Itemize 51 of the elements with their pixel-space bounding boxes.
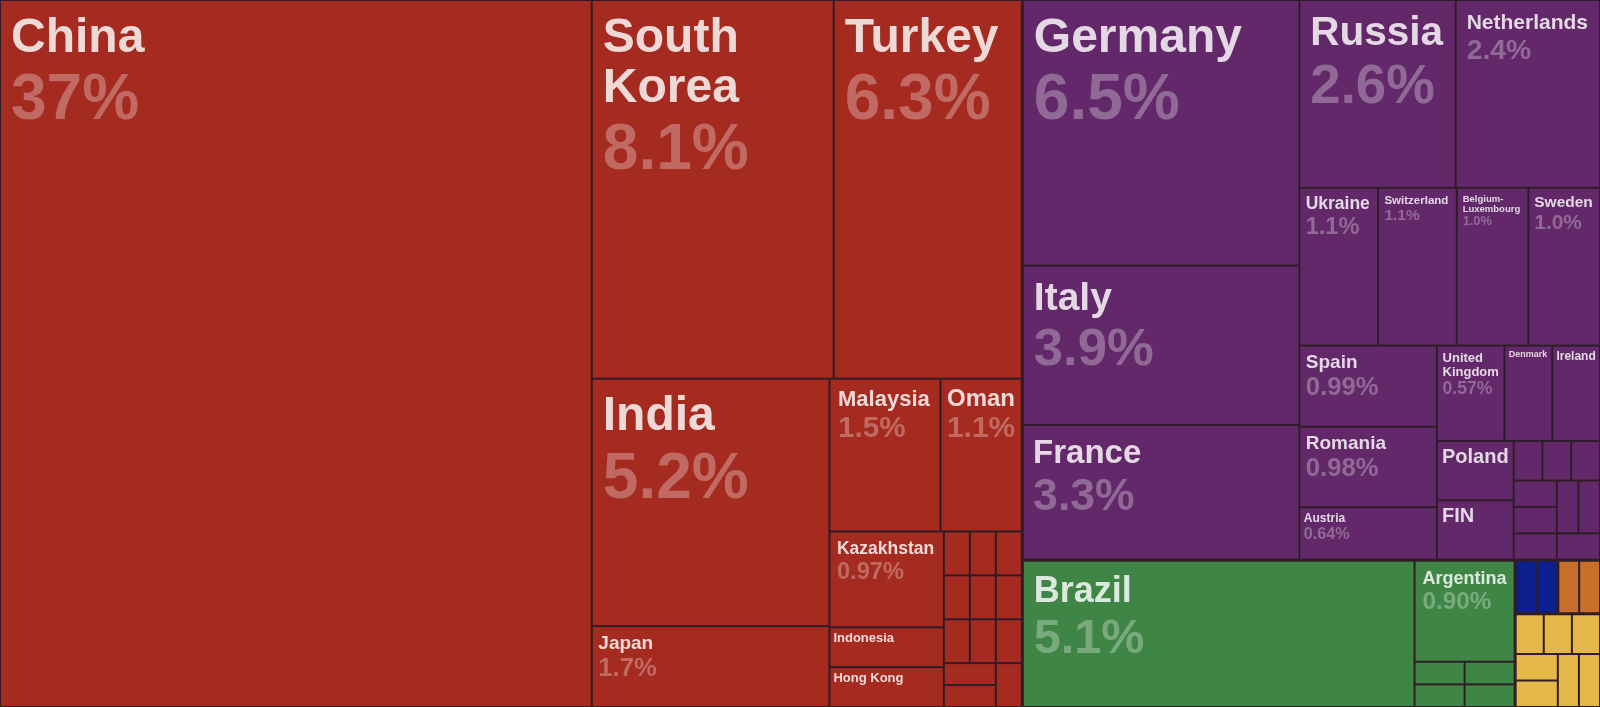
category-label: Japan xyxy=(598,631,654,653)
category-label: Denmark xyxy=(1508,349,1549,360)
data-label: 0.99% xyxy=(1305,372,1379,401)
data-label: 1.1% xyxy=(946,410,1016,444)
data-label: 3.3% xyxy=(1033,469,1135,519)
data-label: 6.3% xyxy=(844,61,991,133)
category-label: United Kingdom xyxy=(1442,350,1499,379)
category-label: Austria xyxy=(1303,510,1346,525)
category-label: India xyxy=(602,387,716,441)
data-label: 0.97% xyxy=(836,557,904,584)
category-label: Switzerland xyxy=(1384,193,1449,206)
data-label: 0.90% xyxy=(1422,587,1492,615)
data-label: 1.7% xyxy=(598,652,657,681)
data-label: 0.98% xyxy=(1305,453,1379,482)
category-label: Spain xyxy=(1305,351,1358,373)
category-label: Italy xyxy=(1033,274,1113,318)
category-label: Poland xyxy=(1441,444,1509,467)
category-label: Romania xyxy=(1305,432,1387,454)
category-label: Ireland xyxy=(1556,348,1596,363)
category-label: South Korea xyxy=(602,8,740,113)
category-label: Malaysia xyxy=(838,385,931,411)
data-label: 6.5% xyxy=(1033,61,1180,133)
category-label: France xyxy=(1033,433,1142,471)
category-label: FIN xyxy=(1441,504,1475,527)
category-label: Oman xyxy=(946,383,1015,411)
category-label: Indonesia xyxy=(833,630,895,646)
category-label: Germany xyxy=(1033,8,1243,62)
data-label: 1.5% xyxy=(838,410,906,444)
category-label: Kazakhstan xyxy=(836,537,935,558)
category-label: Netherlands xyxy=(1466,9,1588,33)
category-label: Hong Kong xyxy=(833,670,904,686)
data-label: 1.0% xyxy=(1534,209,1583,233)
data-label: 37% xyxy=(11,61,140,133)
category-label: Belgium-Luxembourg xyxy=(1462,192,1521,214)
data-label: 0.57% xyxy=(1442,378,1493,399)
category-label: Turkey xyxy=(844,8,999,62)
data-label: 1.1% xyxy=(1384,206,1420,224)
category-label: Argentina xyxy=(1422,567,1508,588)
data-label: 0.64% xyxy=(1303,523,1350,542)
data-label: 1.1% xyxy=(1305,212,1360,239)
data-label: 5.1% xyxy=(1033,609,1145,664)
data-label: 1.0% xyxy=(1462,213,1493,229)
data-label: 5.2% xyxy=(602,439,749,512)
data-label: 8.1% xyxy=(602,111,749,184)
category-label: Ukraine xyxy=(1305,193,1371,214)
category-label: Brazil xyxy=(1033,569,1132,611)
data-label: 2.4% xyxy=(1466,32,1532,65)
category-label: China xyxy=(11,8,145,62)
category-label: Russia xyxy=(1310,8,1444,55)
category-label: Sweden xyxy=(1534,192,1593,210)
data-label: 2.6% xyxy=(1310,53,1435,115)
